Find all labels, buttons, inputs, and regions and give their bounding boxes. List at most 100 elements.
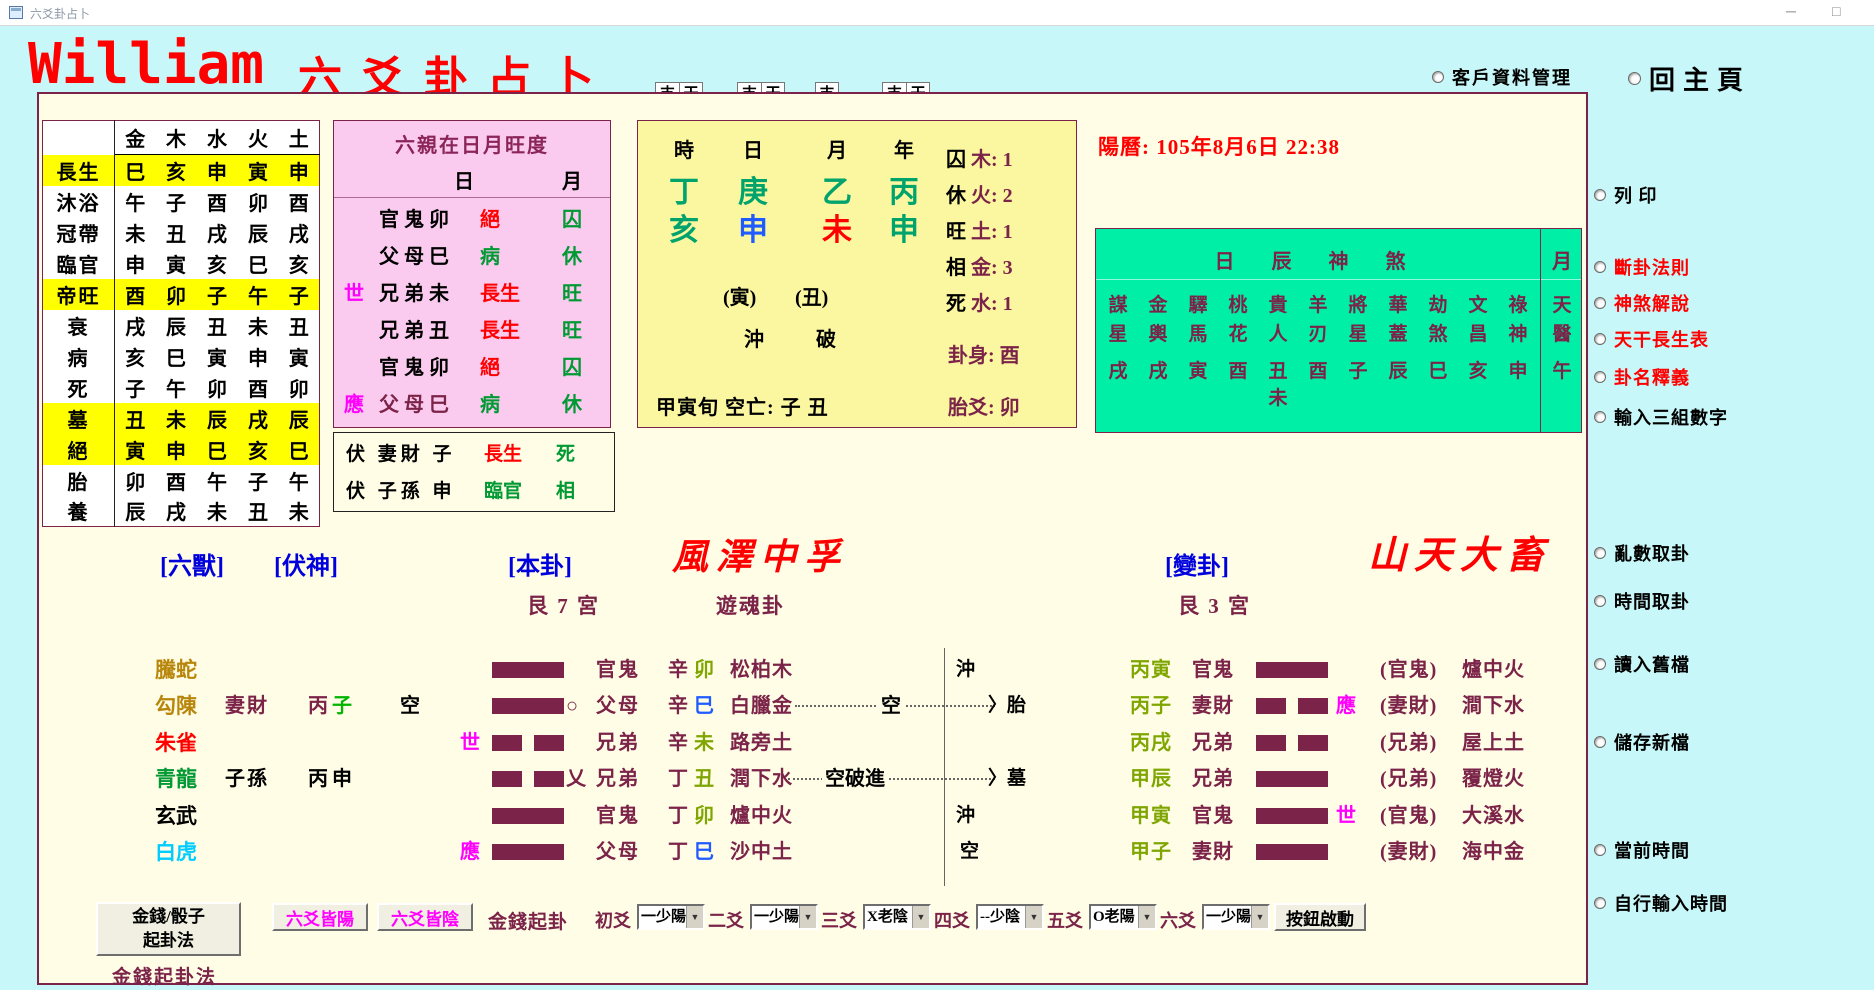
yin-line — [1256, 735, 1286, 751]
changing-yin-mark: 乂 — [566, 768, 586, 790]
window-icon — [9, 6, 23, 19]
sidebar-item-print[interactable]: 列 印 — [1594, 182, 1658, 208]
sidebar-item-gua-meaning[interactable]: 卦名釋義 — [1594, 364, 1690, 390]
radio-icon[interactable] — [1594, 371, 1606, 383]
yao5-select[interactable]: O老陽 ▼ — [1089, 904, 1157, 930]
fushen-header: [伏神] — [274, 554, 338, 580]
chevron-down-icon[interactable]: ▼ — [912, 906, 929, 928]
gua-shen: 卦身: 酉 — [948, 345, 1020, 367]
divider — [1096, 279, 1581, 280]
fushen-row: 伏 子孫 申 臨官 相 — [346, 481, 576, 502]
all-yang-button[interactable]: 六爻皆陽 — [272, 903, 368, 931]
main-hexagram-header: [本卦] — [508, 554, 572, 580]
window-title: 六爻卦占卜 — [30, 7, 91, 21]
radio-icon[interactable] — [1594, 333, 1606, 345]
col-header: 土 — [278, 120, 320, 155]
sidebar-item-changsheng-chart[interactable]: 天干長生表 — [1594, 326, 1709, 352]
month-col-header: 月 — [562, 171, 582, 193]
minimize-icon[interactable]: ─ — [1786, 3, 1796, 19]
six-beast-label: 勾陳 — [155, 694, 197, 718]
radio-icon[interactable] — [1594, 844, 1606, 856]
shensha-column: 貴人丑未 — [1268, 295, 1288, 409]
radio-icon[interactable] — [1628, 72, 1641, 85]
coin-dice-method-button[interactable]: 金錢/骰子 起卦法 — [96, 902, 241, 956]
hexagram-row: 玄武 官鬼 丁 卯 爐中火 沖 甲寅 官鬼 世 (官鬼) 大溪水 — [40, 798, 1585, 834]
sidebar-item-judge-rules[interactable]: 斷卦法則 — [1594, 254, 1690, 280]
activate-button[interactable]: 按鈕啟動 — [1274, 903, 1366, 931]
hexagram-row: 青龍 子孫 丙 申 乂 兄弟 丁 丑 潤下水 空破進 〉墓 甲辰 兄弟 (兄弟)… — [40, 761, 1585, 797]
chevron-down-icon[interactable]: ▼ — [799, 906, 816, 928]
divider — [334, 197, 610, 198]
fushen-liuqin: 子孫 — [225, 768, 269, 790]
radio-icon[interactable] — [1594, 658, 1606, 670]
table-row: 病亥巳寅申寅 — [42, 340, 320, 372]
fushen-stem: 丙 — [308, 695, 328, 717]
sidebar-item-shensha-explain[interactable]: 神煞解說 — [1594, 290, 1690, 316]
sidebar-item-load-file[interactable]: 讀入舊檔 — [1594, 651, 1690, 677]
month-stem: 乙 — [822, 176, 852, 209]
yang-line — [492, 662, 564, 678]
radio-icon[interactable] — [1594, 736, 1606, 748]
shensha-month-column: 天醫午 — [1552, 295, 1572, 382]
radio-icon[interactable] — [1594, 547, 1606, 559]
sidebar-item-time-cast[interactable]: 時間取卦 — [1594, 588, 1690, 614]
clash-annotation: 沖 — [956, 805, 976, 826]
solar-date: 陽曆: 105年8月6日 22:38 — [1098, 135, 1340, 159]
shensha-column: 將星子 — [1348, 295, 1368, 382]
yao1-label: 初爻 — [595, 911, 631, 931]
yin-line — [492, 771, 522, 787]
coin-method-label: 金錢起卦法 — [112, 967, 218, 988]
customer-management-option[interactable]: 客戶資料管理 — [1432, 64, 1572, 90]
radio-icon[interactable] — [1594, 595, 1606, 607]
table-row: 冠帶未丑戌辰戌 — [42, 216, 320, 248]
liuqin-row: 官鬼卯 絕 囚 — [379, 357, 582, 379]
radio-icon[interactable] — [1432, 71, 1444, 83]
shensha-column: 羊刃酉 — [1308, 295, 1328, 382]
sidebar-item-random-cast[interactable]: 亂數取卦 — [1594, 540, 1690, 566]
day-branch: 申 — [738, 214, 768, 247]
yin-line — [1298, 698, 1328, 714]
yao1-select[interactable]: 一少陽 ▼ — [637, 904, 705, 930]
yao3-select[interactable]: X老陰 ▼ — [863, 904, 931, 930]
yao4-select[interactable]: --少陰 ▼ — [976, 904, 1044, 930]
sidebar-item-manual-time[interactable]: 自行輸入時間 — [1594, 890, 1728, 916]
hour-branch: 亥 — [669, 214, 699, 247]
yang-line — [1256, 844, 1328, 860]
day-col-header: 日 — [454, 171, 474, 193]
liuqin-row: 父母巳 病 休 — [379, 246, 582, 268]
chevron-down-icon[interactable]: ▼ — [686, 906, 703, 928]
chevron-down-icon[interactable]: ▼ — [1138, 906, 1155, 928]
fushen-box: 伏 妻財 子 長生 死 伏 子孫 申 臨官 相 — [333, 432, 615, 512]
month-branch: 未 — [822, 214, 852, 247]
hour-stem: 丁 — [669, 176, 699, 209]
void-marker: 空 — [400, 695, 420, 717]
changing-yang-mark: ○ — [566, 695, 579, 717]
six-beasts-header: [六獸] — [160, 554, 224, 580]
yao2-select[interactable]: 一少陽 ▼ — [750, 904, 818, 930]
radio-icon[interactable] — [1594, 411, 1606, 423]
yang-line — [1256, 808, 1328, 824]
title-bar: 六爻卦占卜 ─ □ — [0, 0, 1874, 26]
six-beast-label: 白虎 — [155, 840, 197, 864]
sidebar-item-enter-numbers[interactable]: 輸入三組數字 — [1594, 404, 1728, 430]
sidebar-item-save-file[interactable]: 儲存新檔 — [1594, 729, 1690, 755]
home-label: 回主頁 — [1649, 66, 1752, 95]
divider — [1540, 229, 1541, 432]
radio-icon[interactable] — [1594, 897, 1606, 909]
radio-icon[interactable] — [1594, 261, 1606, 273]
col-header: 金 — [114, 120, 156, 155]
sidebar-item-current-time[interactable]: 當前時間 — [1594, 837, 1690, 863]
wuxing-count: 囚 木: 1 — [946, 149, 1013, 171]
radio-icon[interactable] — [1594, 297, 1606, 309]
chevron-down-icon[interactable]: ▼ — [1251, 906, 1268, 928]
radio-icon[interactable] — [1594, 189, 1606, 201]
yao5-label: 五爻 — [1047, 911, 1083, 931]
maximize-icon[interactable]: □ — [1832, 3, 1841, 19]
table-row: 墓丑未辰戌辰 — [42, 402, 320, 434]
yao6-select[interactable]: 一少陽 ▼ — [1202, 904, 1270, 930]
chevron-down-icon[interactable]: ▼ — [1025, 906, 1042, 928]
home-option[interactable]: 回主頁 — [1628, 60, 1751, 97]
all-yin-button[interactable]: 六爻皆陰 — [377, 903, 473, 931]
hexagram-row: 朱雀 世 兄弟 辛 未 路旁土 丙戌 兄弟 (兄弟) 屋上土 — [40, 725, 1585, 761]
